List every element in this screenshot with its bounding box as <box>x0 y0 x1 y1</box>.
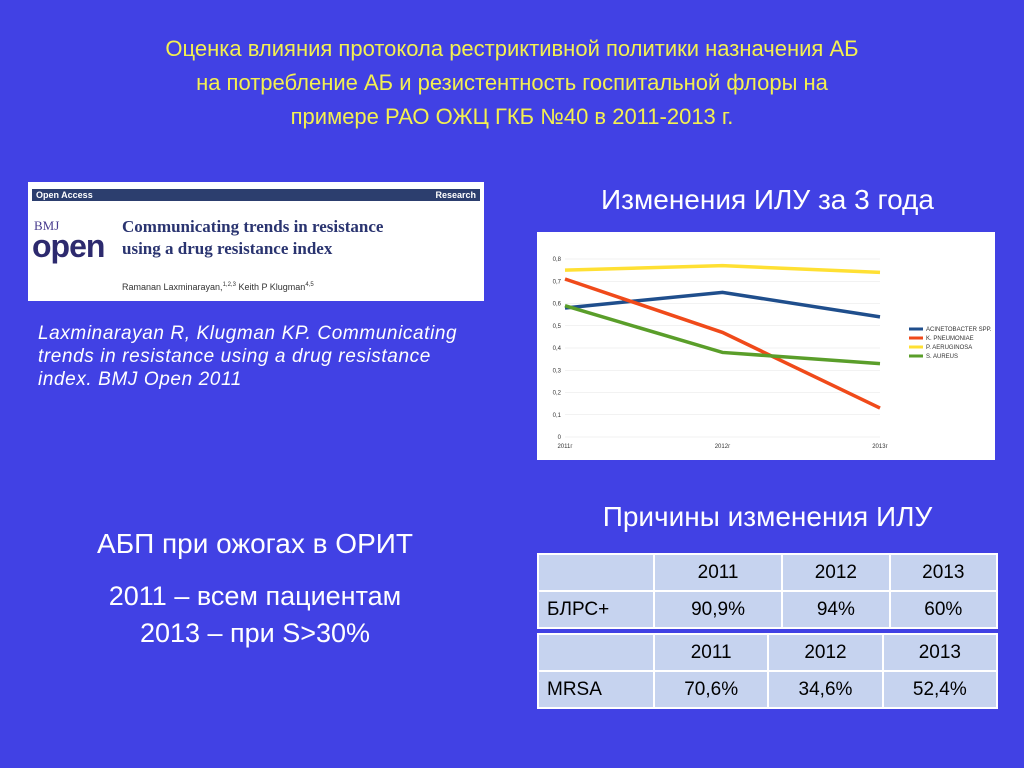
author-affil: 1,2,3 <box>222 282 236 288</box>
cell: 90,9% <box>652 590 784 629</box>
legend-label: ACINETOBACTER SPP. <box>926 327 992 333</box>
y-tick-label: 0,3 <box>553 368 562 374</box>
journal-name: open <box>32 228 105 264</box>
x-tick-label: 2012г <box>715 444 731 450</box>
x-tick-label: 2011г <box>557 444 573 450</box>
column-header: 2013 <box>888 553 999 592</box>
left-heading: АБП при ожогах в ОРИТ <box>97 528 413 559</box>
column-header: 2011 <box>652 553 784 592</box>
article-title-line: using a drug resistance index <box>122 239 333 258</box>
legend-swatch <box>909 345 923 349</box>
y-tick-label: 0,2 <box>553 391 562 397</box>
header-row: 2011 2012 2013 <box>537 633 999 672</box>
y-tick-label: 0,8 <box>553 257 562 263</box>
title-line: примере РАО ОЖЦ ГКБ №40 в 2011-2013 г. <box>290 104 734 129</box>
y-tick-label: 0,6 <box>553 302 562 308</box>
y-tick-label: 0 <box>558 435 562 441</box>
column-header: 2011 <box>652 633 770 672</box>
series-line <box>564 277 881 410</box>
legend-swatch <box>909 354 923 358</box>
left-lines: 2011 – всем пациентам 2013 – при S>30% <box>0 578 510 652</box>
author-affil: 4,5 <box>305 282 314 288</box>
data-table: 2011 2012 2013 БЛРС+ 90,9% 94% 60% <box>537 553 999 629</box>
y-tick-label: 0,7 <box>553 279 562 285</box>
cell: 70,6% <box>652 670 770 709</box>
y-tick-label: 0,4 <box>553 346 562 352</box>
citation: Laxminarayan R, Klugman KP. Communicatin… <box>38 323 458 390</box>
article-bar: Open Access Research <box>32 189 480 201</box>
legend-label: S. AUREUS <box>926 354 958 360</box>
article-title: Communicating trends in resistance using… <box>122 216 383 260</box>
row-label: MRSA <box>537 670 655 709</box>
title-line: на потребление АБ и резистентность госпи… <box>196 70 828 95</box>
access-label: Open Access <box>36 190 93 200</box>
x-tick-label: 2013г <box>872 444 888 450</box>
data-table: 2011 2012 2013 MRSA 70,6% 34,6% 52,4% <box>537 633 999 709</box>
data-row: БЛРС+ 90,9% 94% 60% <box>537 590 999 629</box>
series-line <box>564 290 881 319</box>
article-title-line: Communicating trends in resistance <box>122 217 384 236</box>
cell: 34,6% <box>767 670 884 709</box>
legend-label: K. PNEUMONIAE <box>926 336 974 342</box>
authors: Ramanan Laxminarayan,1,2,3 Keith P Klugm… <box>122 282 314 292</box>
corner-cell <box>537 553 655 592</box>
legend-swatch <box>909 336 923 340</box>
title-line: Оценка влияния протокола рестриктивной п… <box>165 36 859 61</box>
column-header: 2013 <box>881 633 999 672</box>
row-label: БЛРС+ <box>537 590 655 629</box>
author: Keith P Klugman <box>238 282 306 292</box>
series-line <box>564 304 881 366</box>
tables-heading: Причины изменения ИЛУ <box>602 501 933 532</box>
left-line: 2013 – при S>30% <box>139 618 371 648</box>
y-tick-label: 0,5 <box>553 324 562 330</box>
column-header: 2012 <box>781 553 891 592</box>
cell: 94% <box>781 590 891 629</box>
corner-cell <box>537 633 655 672</box>
chart-heading: Изменения ИЛУ за 3 года <box>601 184 934 215</box>
column-header: 2012 <box>767 633 884 672</box>
header-row: 2011 2012 2013 <box>537 553 999 592</box>
series-line <box>564 263 881 275</box>
slide-title: Оценка влияния протокола рестриктивной п… <box>0 32 1024 134</box>
article-card: Open Access Research BMJ open Communicat… <box>28 182 484 301</box>
section-label: Research <box>435 190 476 200</box>
cell: 60% <box>888 590 999 629</box>
left-line: 2011 – всем пациентам <box>108 581 402 611</box>
journal-top: BMJ <box>34 218 60 233</box>
author: Ramanan Laxminarayan, <box>122 282 223 292</box>
chart: 0 0,1 0,2 0,3 0,4 0,5 0,6 0,7 0,8 2011г 2012г 2013г… <box>537 232 995 460</box>
data-row: MRSA 70,6% 34,6% 52,4% <box>537 670 999 709</box>
cell: 52,4% <box>881 670 999 709</box>
legend-swatch <box>909 327 923 331</box>
legend-label: P. AERUGINOSA <box>926 345 972 351</box>
y-tick-label: 0,1 <box>553 413 562 419</box>
